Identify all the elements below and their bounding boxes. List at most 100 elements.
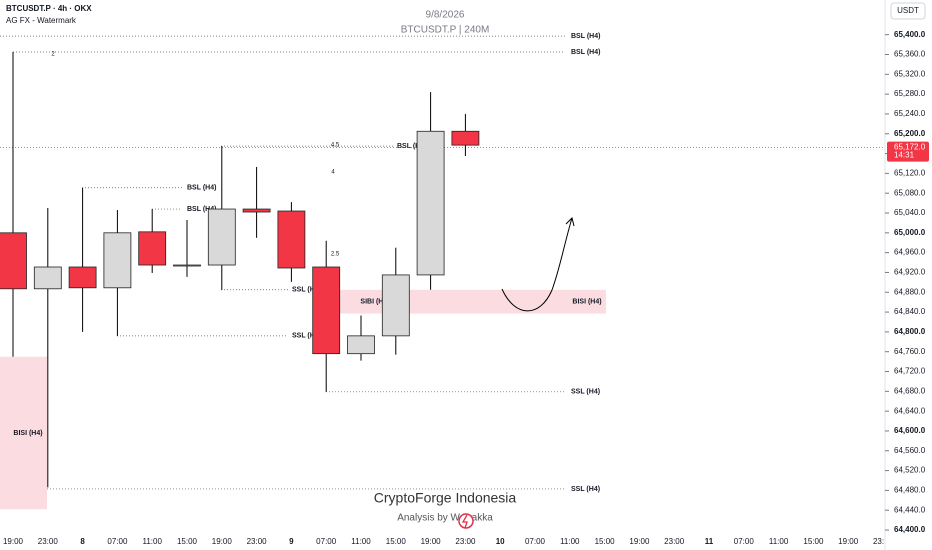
note: 2.5 [331,252,340,258]
axis-bg [885,0,932,550]
x-tick-label: 11:00 [560,537,580,546]
chart-subtitle: AG FX - Watermark [6,16,77,25]
x-tick-label: 11:00 [351,537,371,546]
level-label: BSL (H4) [187,206,216,213]
y-tick-label: 65,200.0 [894,129,926,138]
y-tick-label: 65,080.0 [894,188,926,197]
x-tick-label: 19:00 [838,537,859,546]
date: 9/8/2026 [426,10,465,21]
level-label: BSL (H4) [397,143,426,150]
current-price-box [887,141,929,162]
x-tick-label: 19:00 [421,537,442,546]
x-tick-label: 23:00 [455,537,476,546]
x-tick-label: 19:00 [3,537,24,546]
note: 2 [51,52,55,58]
symbol-label: BTCUSDT.P | 240M [401,25,490,36]
current-price-label: 65,172.0 [894,143,926,152]
x-tick-label: 9 [289,537,294,546]
y-tick-label: 64,960.0 [894,248,926,257]
y-tick-label: 64,920.0 [894,268,926,277]
y-tick-label: 65,040.0 [894,208,926,217]
x-tick-label: 10 [496,537,505,546]
y-tick-label: 65,280.0 [894,89,926,98]
y-tick-label: 64,760.0 [894,347,926,356]
y-tick-label: 65,360.0 [894,50,926,59]
candle-body [138,231,167,266]
x-tick-label: 07:00 [316,537,337,546]
chart-title: BTCUSDT.P · 4h · OKX [6,4,92,13]
note: 4.5 [331,143,340,149]
candle-body [103,232,132,289]
x-tick-label: 11:00 [769,537,789,546]
y-tick-label: 64,600.0 [894,426,926,435]
candle-body [277,210,306,269]
logo-bolt [461,514,468,529]
level-label: BSL (H4) [571,49,600,56]
y-tick-label: 64,400.0 [894,525,926,534]
logo [458,513,474,529]
y-tick-label: 65,240.0 [894,109,926,118]
x-tick-label: 07:00 [525,537,546,546]
y-tick-label: 65,000.0 [894,228,926,237]
arrow-head [565,217,575,227]
levels: BSL (H4) BSL (H4) BSL (H4) BSL (H4) BSL (H4)… [0,33,885,493]
candle-body [207,208,236,266]
watermark-sub: Analysis by W Trakka [397,513,493,524]
y-tick-label: 64,480.0 [894,486,926,495]
currency[interactable]: USDT [897,6,919,15]
x-tick-label: 15:00 [595,537,616,546]
level-label: BSL (H4) [187,185,216,192]
candle-body [0,232,27,290]
y-tick-label: 64,880.0 [894,287,926,296]
price-axis: USDT 65,400.0 65,360.0 65,320.0 65,280.0 65,… [884,0,932,550]
level-label: SSL (H4) [571,486,600,493]
y-tick-label: 64,560.0 [894,446,926,455]
zone-label: BISI (H4) [13,430,42,437]
y-tick-label: 64,520.0 [894,466,926,475]
y-tick-label: 64,720.0 [894,367,926,376]
x-tick-label: 23:00 [873,537,894,546]
x-tick-label: 19:00 [629,537,650,546]
y-tick-label: 64,440.0 [894,505,926,514]
x-tick-label: 19:00 [212,537,233,546]
candle-body [68,266,97,289]
countdown-label: 14:31 [894,151,915,160]
y-tick-label: 64,800.0 [894,327,926,336]
candle-body [416,130,445,276]
level-label: SSL (H4) [292,333,321,340]
x-tick-label: 11:00 [142,537,162,546]
note: 4 [331,170,335,176]
x-tick-label: 15:00 [177,537,198,546]
candle-body [347,335,375,355]
y-tick-label: 65,400.0 [894,30,926,39]
candle-body [33,266,62,290]
projection-arrow [501,217,573,312]
level-label: BSL (H4) [571,33,600,40]
x-tick-label: 15:00 [386,537,407,546]
x-tick-label: 23:00 [38,537,59,546]
overlay: BTCUSDT.P · 4h · OKX AG FX - Watermark 9… [6,4,517,529]
candle-body [381,274,410,337]
x-tick-label: 07:00 [734,537,755,546]
watermark: CryptoForge Indonesia [374,490,517,506]
y-tick-label: 65,320.0 [894,69,926,78]
y-tick-label: 64,840.0 [894,307,926,316]
y-tick-label: 64,640.0 [894,406,926,415]
zone [0,356,47,510]
x-tick-label: 07:00 [107,537,128,546]
zone-label: BISI (H4) [572,299,601,306]
candle-body [312,266,341,355]
y-tick-label: 64,680.0 [894,386,926,395]
currency-box[interactable] [890,2,926,20]
x-tick-label: 15:00 [803,537,824,546]
candle-body [242,208,271,213]
level-label: SSL (H4) [571,389,600,396]
x-tick-label: 11 [705,537,714,546]
candle-body [451,130,480,146]
y-tick-label: 65,120.0 [894,168,926,177]
x-tick-label: 23:00 [664,537,685,546]
zone-label: SIBI (H4) [360,299,389,306]
x-tick-label: 8 [80,537,85,546]
